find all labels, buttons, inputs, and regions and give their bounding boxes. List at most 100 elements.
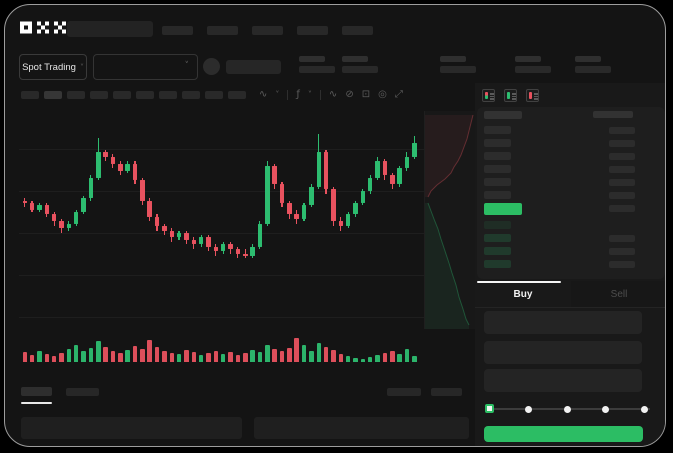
candle-body — [191, 239, 197, 245]
candle-body — [110, 156, 116, 164]
indicators-icon[interactable]: ƒ — [296, 89, 300, 100]
tab-buy[interactable]: Buy — [475, 281, 571, 307]
bid-row[interactable] — [477, 219, 665, 232]
nav-item-placeholder[interactable] — [342, 26, 373, 35]
bottom-right-chip[interactable] — [387, 388, 421, 396]
stat-value-placeholder — [440, 66, 476, 73]
chart-toolbar-icons: ∿ ˅ ƒ ˅ ∿ ⊘ ⊡ ◎ ⤢ — [259, 88, 403, 102]
interval-chip[interactable] — [90, 91, 108, 99]
ask-row[interactable] — [477, 137, 665, 150]
bottom-right-chip[interactable] — [431, 388, 462, 396]
app-window: Spot Trading ˅ ˅ ∿ ˅ ƒ ˅ ∿ ⊘ ⊡ ◎ ⤢ — [4, 4, 666, 447]
nav-item-placeholder[interactable] — [252, 26, 283, 35]
slider-step-dot[interactable] — [641, 405, 649, 413]
chevron-down-icon: ˅ — [184, 61, 190, 71]
chevron-down-icon[interactable]: ˅ — [307, 90, 312, 99]
ask-amount-placeholder — [609, 140, 635, 147]
ask-row[interactable] — [477, 176, 665, 189]
compare-icon[interactable]: ⊘ — [345, 89, 354, 100]
candle-body — [147, 200, 152, 217]
candle-body — [360, 191, 366, 203]
slider-handle[interactable] — [485, 404, 494, 413]
bid-price-placeholder — [484, 221, 511, 229]
volume-bar — [301, 345, 307, 362]
interval-chip[interactable] — [159, 91, 177, 99]
row-glyph — [512, 95, 516, 97]
chevron-down-icon[interactable]: ˅ — [275, 90, 280, 99]
volume-bar — [412, 356, 417, 362]
market-stat-placeholder — [515, 56, 551, 74]
nav-item-placeholder[interactable] — [207, 26, 238, 35]
orders-table-placeholder — [254, 417, 469, 439]
bids-depth-line — [427, 202, 470, 326]
ask-row[interactable] — [477, 189, 665, 202]
volume-bar — [118, 353, 123, 362]
candle-body — [301, 205, 307, 219]
ask-row[interactable] — [477, 124, 665, 137]
order-form-field[interactable] — [484, 341, 642, 364]
interval-chip[interactable] — [205, 91, 223, 99]
candle-body — [154, 216, 160, 226]
volume-bar — [154, 347, 160, 362]
candle-body — [287, 202, 292, 215]
interval-chip[interactable] — [228, 91, 246, 99]
orderbook-bids-view-icon[interactable] — [504, 89, 517, 102]
submit-buy-button[interactable] — [484, 426, 643, 442]
candle-body — [220, 244, 226, 252]
candle-body — [198, 237, 204, 245]
ask-row[interactable] — [477, 163, 665, 176]
candle-body — [37, 205, 42, 210]
interval-chip[interactable] — [113, 91, 131, 99]
ask-row[interactable] — [477, 150, 665, 163]
row-glyph — [512, 93, 516, 95]
interval-chip[interactable] — [182, 91, 200, 99]
price-ladder-glyph — [485, 92, 488, 99]
last-price-row[interactable] — [477, 202, 665, 218]
market-selector-button[interactable]: Spot Trading ˅ — [19, 54, 87, 80]
candle-body — [345, 214, 351, 226]
bottom-tab-active[interactable] — [21, 387, 52, 396]
order-form-field[interactable] — [484, 369, 642, 392]
bid-row[interactable] — [477, 232, 665, 245]
nav-item-placeholder[interactable] — [297, 26, 328, 35]
volume-bar — [73, 345, 79, 362]
candlestick-chart[interactable] — [19, 111, 424, 329]
settings-icon[interactable]: ◎ — [378, 89, 387, 100]
candle-body — [265, 166, 270, 224]
volume-bar — [162, 351, 167, 362]
volume-bar — [287, 348, 292, 362]
volume-bar — [309, 351, 314, 362]
market-stat-placeholder — [342, 56, 378, 74]
pair-selector-dropdown[interactable]: ˅ — [93, 54, 198, 80]
interval-chip[interactable] — [21, 91, 39, 99]
line-tools-icon[interactable]: ∿ — [328, 89, 338, 100]
bid-row[interactable] — [477, 258, 665, 271]
interval-chip[interactable] — [67, 91, 85, 99]
orderbook-split-view-icon[interactable] — [482, 89, 495, 102]
candle-body — [404, 156, 410, 169]
amount-slider[interactable] — [484, 401, 654, 417]
order-form-field[interactable] — [484, 311, 642, 334]
fullscreen-icon[interactable]: ⤢ — [394, 89, 403, 100]
interval-chip[interactable] — [44, 91, 62, 99]
interval-chip[interactable] — [136, 91, 154, 99]
candle-body — [140, 179, 145, 201]
tab-sell[interactable]: Sell — [571, 281, 665, 307]
slider-step-dot[interactable] — [602, 405, 610, 413]
slider-step-dot[interactable] — [524, 405, 532, 413]
stat-value-placeholder — [342, 66, 378, 73]
orderbook-asks-view-icon[interactable] — [526, 89, 539, 102]
gridline — [19, 191, 424, 192]
volume-chart — [19, 336, 424, 362]
orderbook-mode-bar — [482, 89, 539, 102]
nav-item-placeholder[interactable] — [162, 26, 193, 35]
slider-step-dot[interactable] — [563, 405, 571, 413]
bottom-tab[interactable] — [66, 388, 99, 396]
bid-row[interactable] — [477, 245, 665, 258]
chart-style-icon[interactable]: ∿ — [259, 89, 268, 100]
volume-bar — [323, 347, 329, 362]
pair-name-placeholder — [226, 60, 281, 74]
screenshot-icon[interactable]: ⊡ — [361, 89, 371, 100]
volume-bar — [132, 346, 138, 362]
candle-body — [22, 200, 27, 203]
